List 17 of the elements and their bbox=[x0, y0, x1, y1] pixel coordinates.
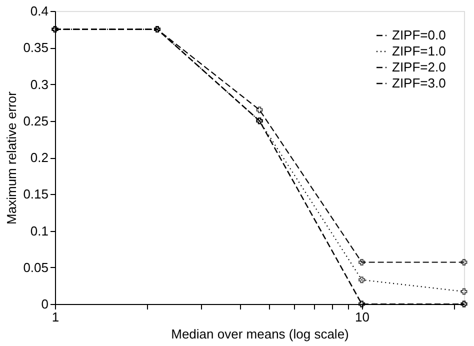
y-tick-label: 0.3 bbox=[30, 76, 48, 92]
y-tick-label: 0.25 bbox=[23, 113, 48, 128]
y-tick-label: 0.35 bbox=[23, 40, 48, 56]
x-tick-label: 1 bbox=[52, 310, 60, 324]
y-tick-label: 0.05 bbox=[23, 260, 48, 275]
legend-label: ZIPF=0.0 bbox=[392, 28, 446, 42]
legend-label: ZIPF=1.0 bbox=[392, 44, 446, 58]
y-tick-label: 0.4 bbox=[30, 4, 48, 18]
x-axis-title: Median over means (log scale) bbox=[171, 326, 349, 342]
y-tick-label: 0.1 bbox=[30, 223, 48, 238]
y-tick-label: 0 bbox=[41, 296, 48, 312]
y-tick-label: 0.2 bbox=[30, 150, 48, 165]
legend-label: ZIPF=3.0 bbox=[392, 76, 446, 90]
x-tick-label: 10 bbox=[355, 310, 370, 324]
y-tick-label: 0.15 bbox=[23, 186, 48, 202]
legend-label: ZIPF=2.0 bbox=[392, 60, 446, 74]
y-axis-title: Maximum relative error bbox=[4, 90, 20, 224]
